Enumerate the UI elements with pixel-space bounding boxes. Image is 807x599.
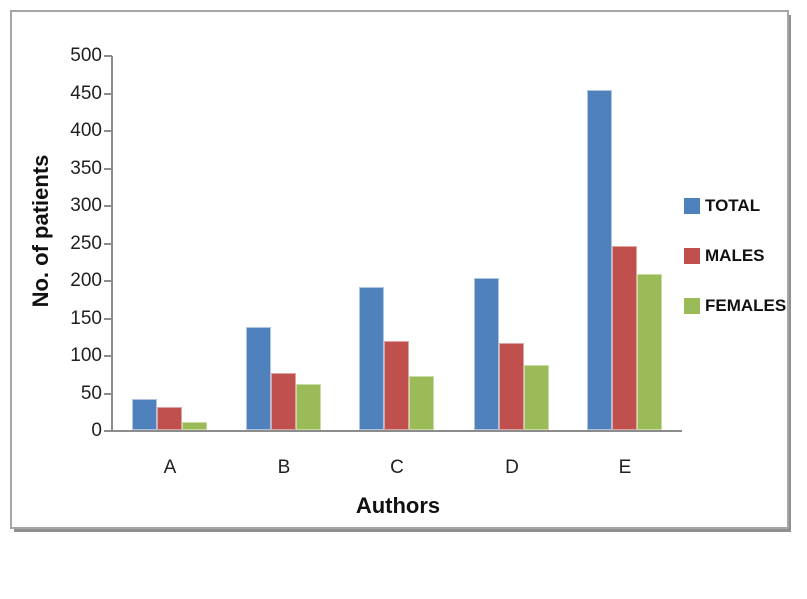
legend-item-total: TOTAL xyxy=(684,197,784,214)
legend-swatch-icon xyxy=(684,247,700,264)
chart-frame xyxy=(10,10,789,529)
x-axis-title: Authors xyxy=(355,493,441,518)
legend-label: TOTAL xyxy=(705,196,761,215)
legend-item-females: FEMALES xyxy=(684,296,787,315)
legend-item-males: MALES xyxy=(684,247,784,264)
legend: TOTAL MALES FEMALES xyxy=(684,197,787,347)
legend-label: FEMALES xyxy=(705,296,787,315)
legend-swatch-icon xyxy=(684,197,700,214)
legend-swatch-icon xyxy=(684,297,700,314)
legend-label: MALES xyxy=(705,246,765,265)
y-axis-title: No. of patients xyxy=(28,154,53,308)
